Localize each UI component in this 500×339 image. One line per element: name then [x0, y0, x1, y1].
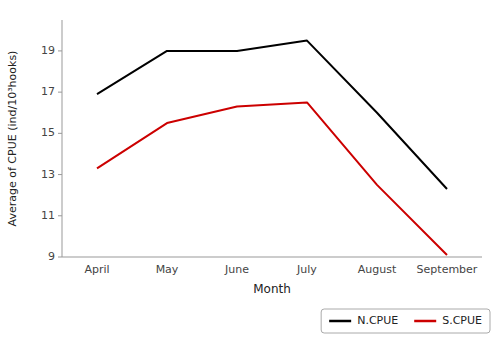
x-tick-label: June: [224, 263, 249, 276]
x-tick-label: April: [84, 263, 109, 276]
series-line: [97, 102, 447, 255]
x-tick-label: July: [296, 263, 317, 276]
plot-lines: [97, 41, 447, 255]
x-tick-label: May: [156, 263, 179, 276]
y-tick: [58, 257, 62, 258]
legend-swatch: [329, 320, 351, 323]
y-axis-line: [62, 20, 63, 257]
legend-label: S.CPUE: [442, 314, 482, 327]
legend-label: N.CPUE: [357, 314, 398, 327]
chart: 9 11 13 15 17 19 April May June July August Septemb…: [0, 0, 500, 339]
y-tick-label: 15: [41, 126, 55, 139]
y-tick: [58, 133, 62, 134]
y-tick-label: 9: [48, 250, 55, 263]
y-tick: [58, 215, 62, 216]
legend-swatch: [414, 320, 436, 323]
x-tick-label: September: [417, 263, 478, 276]
y-axis-label: Average of CPUE (ind/10³hooks): [6, 51, 19, 227]
y-tick: [58, 50, 62, 51]
y-tick-label: 11: [41, 209, 55, 222]
x-axis-line: [62, 257, 482, 258]
y-tick-label: 19: [41, 44, 55, 57]
x-axis-label: Month: [253, 282, 291, 296]
y-tick: [58, 92, 62, 93]
series-line: [97, 41, 447, 189]
x-tick-label: August: [358, 263, 397, 276]
legend-box: [321, 309, 490, 333]
y-tick: [58, 174, 62, 175]
y-tick-label: 17: [41, 85, 55, 98]
legend: N.CPUE S.CPUE: [321, 309, 490, 333]
y-tick-label: 13: [41, 168, 55, 181]
